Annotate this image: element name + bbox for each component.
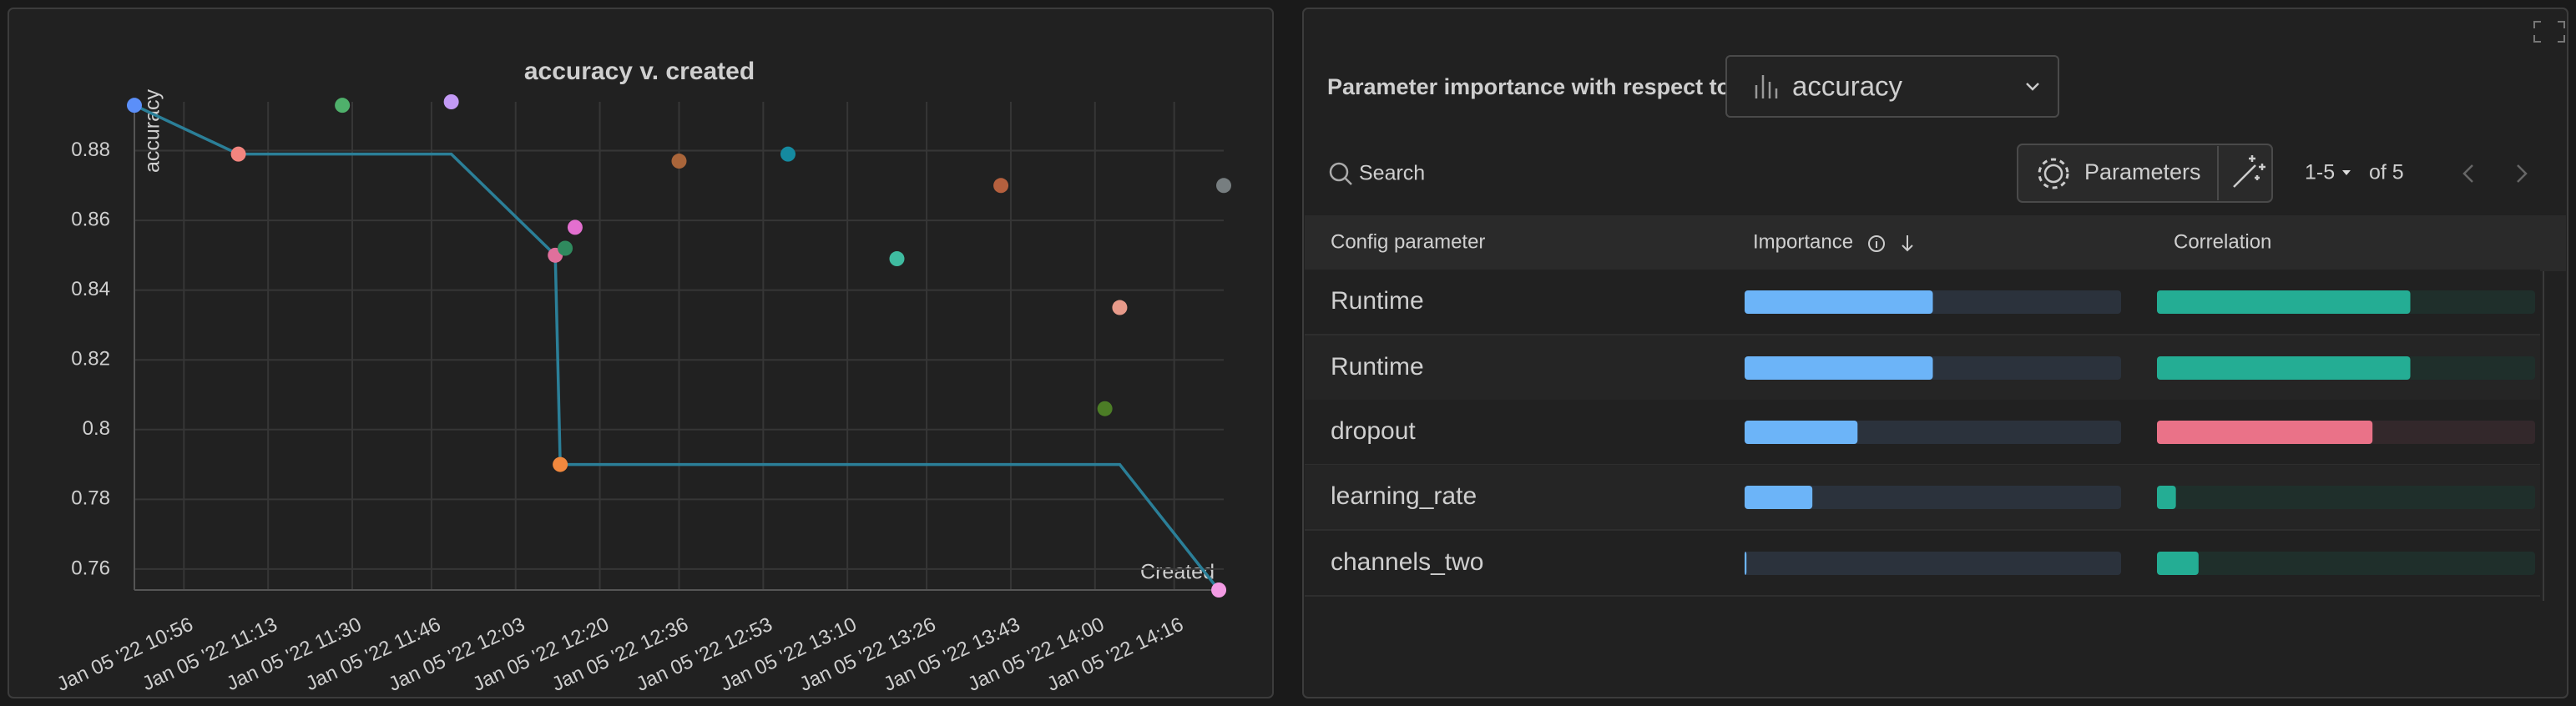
point xyxy=(1211,582,1227,598)
table-header xyxy=(1305,215,2566,271)
grid xyxy=(134,102,1224,590)
column-header: Correlation xyxy=(2174,230,2271,253)
parameters-label: Parameters xyxy=(2084,159,2201,184)
prev-page[interactable] xyxy=(2462,164,2473,183)
y-tick-label: 0.78 xyxy=(71,487,110,510)
importance-bar xyxy=(1745,421,1858,444)
correlation-bar xyxy=(2157,486,2176,509)
parameter-name: channels_two xyxy=(1331,548,1483,576)
point xyxy=(230,146,246,162)
point xyxy=(558,240,573,256)
point xyxy=(443,94,459,109)
point xyxy=(889,251,905,267)
point xyxy=(1112,300,1128,315)
chart-panel xyxy=(8,8,1274,698)
point xyxy=(1097,401,1113,416)
gear-icon xyxy=(2043,164,2063,184)
point xyxy=(671,154,687,169)
search-icon xyxy=(1329,162,1349,182)
y-tick-label: 0.86 xyxy=(71,208,110,230)
metric-name: accuracy xyxy=(1792,71,1903,102)
point xyxy=(567,219,583,235)
fullscreen-icon[interactable] xyxy=(2533,21,2565,43)
correlation-bar xyxy=(2157,290,2411,314)
magic-wand-icon[interactable] xyxy=(2233,155,2265,188)
page-range[interactable]: 1-5 xyxy=(2305,161,2335,184)
y-tick-label: 0.82 xyxy=(71,348,110,371)
search-icon xyxy=(1344,177,1352,185)
correlation-track xyxy=(2157,552,2535,575)
parameter-name: learning_rate xyxy=(1331,482,1477,510)
point xyxy=(993,178,1009,194)
next-page[interactable] xyxy=(2517,164,2528,183)
info-icon[interactable] xyxy=(1868,235,1885,252)
y-tick-label: 0.76 xyxy=(71,557,110,579)
parameter-name: Runtime xyxy=(1331,353,1424,381)
column-header[interactable]: Importance xyxy=(1753,230,1853,253)
sort-arrow[interactable] xyxy=(1902,235,1913,252)
importance-bar xyxy=(1745,486,1813,509)
chart-title: accuracy v. created xyxy=(524,58,755,85)
y-tick-label: 0.88 xyxy=(71,139,110,161)
y-tick-label: 0.84 xyxy=(71,278,110,300)
point xyxy=(127,98,142,113)
y-tick-label: 0.8 xyxy=(83,417,110,440)
gear-icon xyxy=(2038,158,2069,189)
importance-bar xyxy=(1745,552,1747,575)
panel-title: Parameter importance with respect to xyxy=(1327,74,1730,99)
point xyxy=(780,146,796,162)
point xyxy=(553,456,568,472)
importance-track xyxy=(1745,552,2121,575)
parameter-name: dropout xyxy=(1331,417,1416,445)
x-axis-label: Created xyxy=(1140,561,1215,584)
importance-bar xyxy=(1745,290,1933,314)
y-axis-label: accuracy xyxy=(141,88,164,173)
chevron xyxy=(2026,83,2039,91)
point xyxy=(335,98,351,113)
metric-icon xyxy=(1755,75,1778,98)
metric-dropdown[interactable] xyxy=(1725,55,2059,118)
parameters-button[interactable] xyxy=(2017,144,2273,203)
importance-bar xyxy=(1745,356,1933,380)
correlation-track xyxy=(2157,486,2535,509)
correlation-bar xyxy=(2157,421,2373,444)
point xyxy=(1216,178,1231,194)
correlation-bar xyxy=(2157,552,2199,575)
column-header: Config parameter xyxy=(1331,230,1485,253)
correlation-bar xyxy=(2157,356,2411,380)
search-input[interactable]: Search xyxy=(1359,162,1425,185)
caret xyxy=(2342,170,2351,175)
parameter-name: Runtime xyxy=(1331,287,1424,315)
importance-view: Parameter importance with respect to acc… xyxy=(1305,21,2566,601)
page-total: of 5 xyxy=(2369,161,2404,184)
importance-track xyxy=(1745,486,2121,509)
